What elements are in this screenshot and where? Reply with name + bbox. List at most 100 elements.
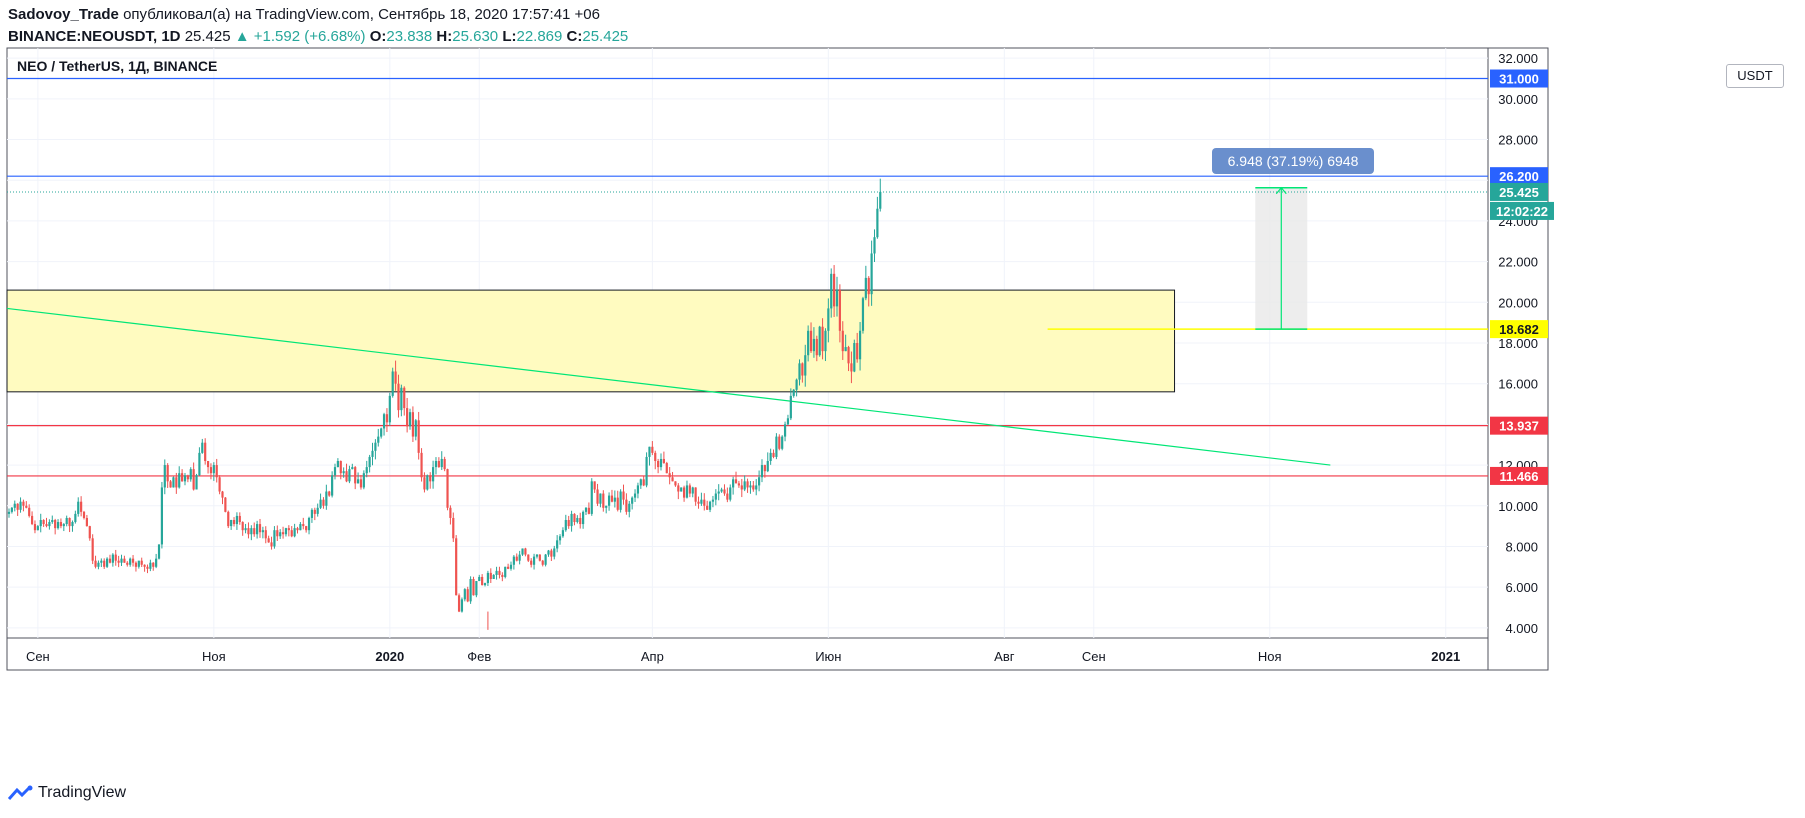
candle — [264, 530, 267, 539]
candle — [152, 562, 155, 567]
author-name[interactable]: Sadovoy_Trade — [8, 6, 119, 23]
candle — [501, 574, 504, 577]
candle — [356, 479, 360, 484]
candle — [400, 387, 403, 411]
candle — [411, 412, 414, 437]
projection-label: 6.948 (37.19%) 6948 — [1228, 153, 1359, 169]
candle — [420, 452, 423, 478]
candle — [668, 473, 671, 478]
candle — [333, 467, 337, 476]
candle — [662, 458, 665, 464]
candle — [56, 522, 60, 529]
candle — [408, 412, 412, 427]
candle — [48, 522, 51, 527]
candle — [694, 487, 697, 502]
candle — [812, 338, 816, 352]
candle — [507, 566, 510, 569]
brand-name: TradingView — [38, 784, 127, 801]
candle — [362, 473, 365, 488]
candle — [648, 446, 651, 457]
candle — [475, 581, 478, 596]
candle — [244, 528, 247, 531]
candle — [305, 526, 308, 531]
candle — [556, 540, 559, 549]
candle — [261, 530, 264, 533]
candle — [804, 355, 807, 376]
candle — [688, 485, 691, 494]
candle — [238, 515, 241, 523]
candle — [573, 513, 576, 523]
candle — [71, 522, 74, 527]
candle — [431, 467, 435, 482]
candle — [183, 475, 187, 482]
candle — [677, 485, 680, 492]
candle — [879, 191, 882, 209]
last-price-label-bg — [1490, 182, 1548, 201]
candle — [68, 517, 71, 527]
candle — [80, 501, 83, 512]
target-level-label-bg — [1490, 320, 1548, 339]
candle — [682, 487, 686, 498]
candle — [290, 530, 293, 537]
candle — [224, 497, 227, 512]
currency-badge[interactable]: USDT — [1726, 64, 1784, 88]
candle — [527, 554, 530, 561]
candle — [437, 461, 440, 468]
candle — [775, 436, 778, 457]
candle — [457, 595, 461, 612]
candle — [783, 424, 787, 437]
candle — [241, 522, 244, 531]
candle — [633, 493, 637, 498]
candles — [7, 178, 882, 613]
candle — [610, 495, 614, 502]
candle — [403, 387, 406, 409]
candle — [201, 442, 204, 453]
candle — [628, 503, 631, 512]
candle — [671, 477, 674, 482]
candle — [509, 564, 513, 569]
candle — [665, 463, 668, 474]
candle — [711, 499, 715, 502]
candle — [157, 544, 161, 559]
candle — [602, 493, 605, 508]
candle — [763, 465, 766, 472]
candle — [59, 522, 63, 527]
candle — [155, 558, 158, 567]
y-tick-label: 4.000 — [1505, 621, 1538, 636]
candle — [708, 501, 712, 510]
candle — [469, 579, 472, 602]
candle — [481, 576, 484, 586]
candle — [388, 395, 391, 423]
candle — [85, 517, 88, 527]
candle — [835, 290, 839, 307]
high-label: H: — [436, 28, 453, 45]
candle — [703, 499, 706, 506]
candle — [62, 524, 65, 527]
candle — [530, 560, 533, 565]
candle — [821, 326, 824, 352]
candle — [253, 528, 256, 535]
candle — [281, 532, 285, 535]
candle — [368, 456, 371, 468]
candle — [743, 481, 746, 490]
close-value: 25.425 — [582, 28, 629, 45]
candle — [140, 560, 143, 565]
candle — [809, 330, 813, 352]
candle — [82, 511, 86, 518]
candle — [734, 479, 738, 484]
candle — [36, 526, 39, 531]
candle — [492, 574, 495, 579]
publish-text: опубликовал(а) на TradingView.com, Сентя… — [123, 6, 600, 23]
candle — [336, 461, 339, 468]
candle — [443, 458, 446, 470]
candle — [700, 499, 703, 504]
candle — [558, 536, 562, 541]
x-tick-label: Фев — [467, 649, 491, 664]
tradingview-logo[interactable]: TradingView — [8, 784, 126, 802]
candle — [227, 511, 230, 527]
support-zone — [6, 289, 1176, 393]
x-tick-label: Сен — [1082, 649, 1106, 664]
candle — [567, 520, 570, 527]
candle — [394, 371, 397, 384]
